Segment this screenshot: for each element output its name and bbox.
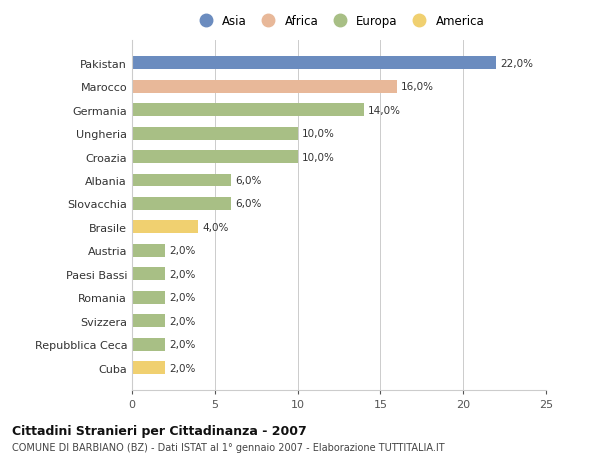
Bar <box>132 361 165 374</box>
Bar <box>132 81 397 94</box>
Text: 16,0%: 16,0% <box>401 82 434 92</box>
Bar <box>132 221 198 234</box>
Text: 2,0%: 2,0% <box>169 269 196 279</box>
Text: 2,0%: 2,0% <box>169 246 196 256</box>
Text: 10,0%: 10,0% <box>302 152 335 162</box>
Text: COMUNE DI BARBIANO (BZ) - Dati ISTAT al 1° gennaio 2007 - Elaborazione TUTTITALI: COMUNE DI BARBIANO (BZ) - Dati ISTAT al … <box>12 442 445 452</box>
Text: 2,0%: 2,0% <box>169 340 196 349</box>
Bar <box>132 151 298 164</box>
Text: 2,0%: 2,0% <box>169 363 196 373</box>
Bar <box>132 338 165 351</box>
Bar <box>132 128 298 140</box>
Text: 22,0%: 22,0% <box>500 59 533 68</box>
Text: 6,0%: 6,0% <box>235 199 262 209</box>
Text: 14,0%: 14,0% <box>368 106 401 115</box>
Text: 10,0%: 10,0% <box>302 129 335 139</box>
Bar <box>132 57 496 70</box>
Bar <box>132 244 165 257</box>
Text: 2,0%: 2,0% <box>169 293 196 302</box>
Bar <box>132 197 232 211</box>
Bar <box>132 174 232 187</box>
Text: 2,0%: 2,0% <box>169 316 196 326</box>
Bar <box>132 104 364 117</box>
Bar <box>132 314 165 327</box>
Bar <box>132 268 165 280</box>
Bar <box>132 291 165 304</box>
Text: 6,0%: 6,0% <box>235 176 262 185</box>
Text: Cittadini Stranieri per Cittadinanza - 2007: Cittadini Stranieri per Cittadinanza - 2… <box>12 424 307 437</box>
Legend: Asia, Africa, Europa, America: Asia, Africa, Europa, America <box>191 12 487 30</box>
Text: 4,0%: 4,0% <box>202 223 229 232</box>
